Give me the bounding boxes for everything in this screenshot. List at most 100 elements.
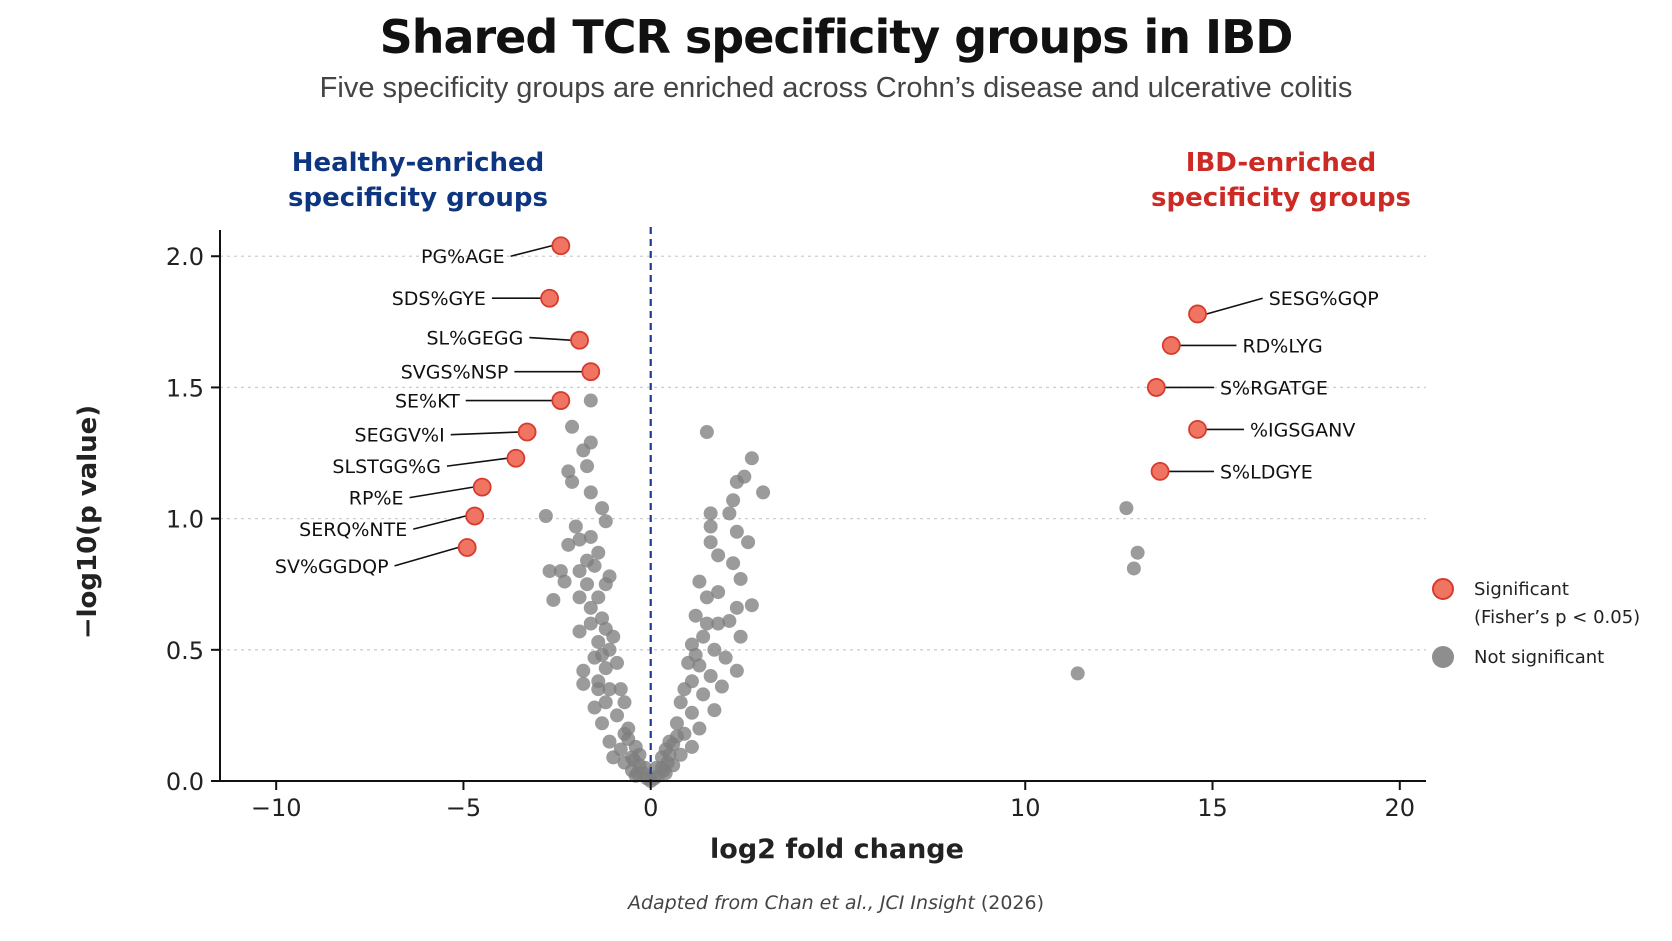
legend-not-significant-label: Not significant [1474,647,1605,668]
not-significant-point [538,508,553,523]
not-significant-point [696,687,711,702]
not-significant-point [583,600,598,615]
not-significant-point [580,459,595,474]
significant-point [540,288,559,308]
source-year: (2026) [974,892,1045,914]
label-leader-line [510,244,553,258]
not-significant-point [591,634,606,649]
significant-point [581,362,601,382]
y-tick-label: 0.0 [166,768,204,796]
legend-item-not-significant: Not significant [1432,644,1640,672]
not-significant-point [726,556,741,571]
not-significant-point [718,650,733,665]
not-significant-point [696,629,711,644]
not-significant-point [568,519,583,534]
not-significant-point [591,590,606,605]
not-significant-point [688,648,703,663]
not-significant-point [598,514,613,529]
y-tick-label: 1.0 [166,506,204,534]
point-label: SDS%GYE [392,288,486,310]
not-significant-point [692,721,707,736]
significant-points: PG%AGE SDS%GYE SL%GEGG SVGS%NSP SE%KT SEGGV%I… [275,236,1379,578]
not-significant-point [1119,501,1134,516]
label-leader-line [1206,297,1263,315]
not-significant-point [572,624,587,639]
x-tick-label: 15 [1197,794,1228,822]
not-significant-point [707,642,722,657]
legend-significant-note: (Fisher’s p < 0.05) [1474,607,1641,628]
point-label: SLSTGG%G [332,456,441,478]
x-tick-label: −10 [251,794,302,822]
source-prefix: Adapted from Chan et al., [627,892,880,914]
not-significant-point [576,676,591,691]
not-significant-point [699,425,714,440]
not-significant-point [729,600,744,615]
point-label: S%LDGYE [1220,461,1313,483]
not-significant-point [617,695,632,710]
not-significant-point [699,616,714,631]
not-significant-point [729,474,744,489]
not-significant-point [617,726,632,741]
point-label: SV%GGDQP [275,556,389,578]
not-significant-point [733,629,748,644]
point-label: PG%AGE [421,246,505,268]
point-label: S%RGATGE [1220,377,1328,399]
not-significant-point [722,613,737,628]
not-significant-point [602,682,617,697]
not-significant-point [580,577,595,592]
not-significant-point [598,661,613,676]
not-significant-point [587,700,602,715]
not-significant-point [711,616,726,631]
source-journal: JCI Insight [879,892,975,914]
not-significant-point [565,474,580,489]
not-significant-point [726,493,741,508]
not-significant-point [606,750,621,765]
not-significant-point [610,708,625,723]
label-leader-line [529,336,571,341]
not-significant-point [684,705,699,720]
significant-point [1188,420,1207,439]
not-significant-point [572,532,587,547]
point-label: SE%KT [395,391,460,413]
not-significant-point [630,766,645,781]
point-label: SEGGV%I [355,425,445,447]
not-significant-point [744,598,759,613]
ibd-label-line-2: specificity groups [1151,183,1411,213]
significant-point [1146,378,1166,397]
not-significant-point [591,545,606,560]
not-significant-point [711,548,726,563]
healthy-label-line-1: Healthy-enriched [291,148,545,178]
x-tick-label: 20 [1385,794,1416,822]
label-leader-line [394,546,459,567]
not-significant-point [744,451,759,466]
y-tick-label: 2.0 [166,243,204,271]
not-significant-point [677,682,692,697]
not-significant-point [572,564,587,579]
not-significant-point [722,506,737,521]
not-significant-point [714,679,729,694]
not-significant-point [669,729,684,744]
point-label: SVGS%NSP [401,362,509,384]
not-significant-point [703,535,718,550]
significant-point [551,391,571,410]
not-significant-point [669,716,684,731]
y-tick-label: 0.5 [166,637,204,665]
x-tick-label: 10 [1010,794,1041,822]
point-label: RP%E [349,488,404,510]
not-significant-point [557,574,572,589]
significant-point [517,422,537,442]
not-significant-point [729,663,744,678]
point-label: SERQ%NTE [299,519,407,541]
not-significant-point [688,608,703,623]
y-axis-label: −log10(p value) [73,405,103,639]
point-label: SESG%GQP [1269,288,1379,310]
not-significant-point [546,592,561,607]
not-significant-point [606,629,621,644]
significant-point [551,236,571,256]
significant-point [472,477,492,497]
not-significant-point [591,682,606,697]
label-leader-line [409,486,474,499]
x-axis-label: log2 fold change [710,834,964,865]
significant-point [1188,304,1207,324]
